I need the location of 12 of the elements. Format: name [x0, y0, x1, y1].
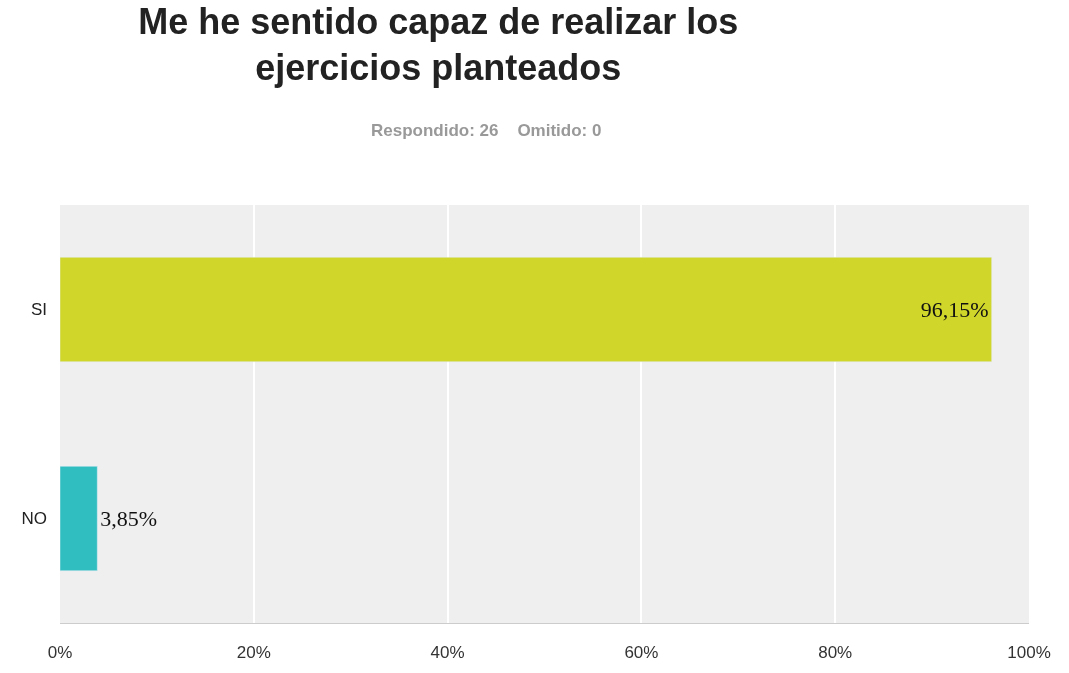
x-tick-label: 0%	[47, 643, 73, 663]
x-tick-label: 80%	[818, 643, 853, 663]
chart-subtitle: Respondido: 26 Omitido: 0	[371, 121, 602, 140]
data-label: 3,85%	[100, 506, 158, 531]
x-tick-label: 60%	[624, 643, 659, 663]
chart-title: Me he sentido capaz de realizar los ejercicios planteados	[138, 0, 739, 89]
data-label: 96,15%	[920, 297, 989, 322]
y-tick-label: NO	[21, 509, 47, 529]
x-tick-label: 40%	[430, 643, 465, 663]
y-tick-label: SI	[30, 300, 47, 320]
x-tick-label: 100%	[1007, 643, 1051, 663]
x-tick-label: 20%	[236, 643, 271, 663]
